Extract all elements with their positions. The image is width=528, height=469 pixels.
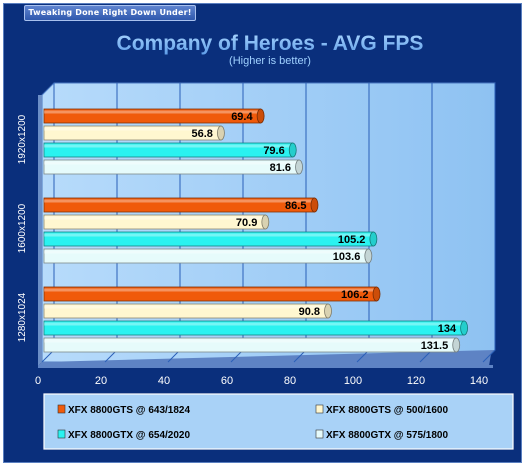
bar-highlight (44, 305, 329, 309)
bar-cap (460, 320, 469, 336)
bar-highlight (44, 161, 300, 165)
bar-highlight (44, 322, 465, 326)
bar-highlight (44, 216, 266, 220)
category-label: 1600x1200 (17, 203, 28, 253)
value-label: 105.2 (338, 234, 366, 246)
bar-highlight (44, 339, 457, 343)
value-label: 56.8 (191, 128, 212, 140)
bar-cap (310, 197, 319, 213)
bar-cap (261, 214, 270, 230)
value-label: 81.6 (270, 162, 291, 174)
x-tick-label: 80 (284, 375, 296, 387)
legend-swatch (57, 429, 66, 439)
legend-swatch (57, 404, 66, 414)
x-tick-label: 40 (158, 375, 170, 387)
value-label: 86.5 (285, 200, 306, 212)
value-label: 134 (438, 323, 457, 335)
bar-highlight (44, 233, 374, 237)
value-label: 70.9 (236, 217, 257, 229)
bar-cap (452, 337, 461, 353)
bar-cap (295, 159, 303, 175)
legend-item-label: XFX 8800GTX @ 575/1800 (326, 430, 448, 441)
value-label: 69.4 (231, 111, 253, 123)
x-tick-label: 20 (95, 375, 107, 387)
site-banner: Tweaking Done Right Down Under! (24, 5, 196, 21)
plot-floor (38, 350, 495, 366)
value-labels: 69.4 56.8 79.6 81.6 86.5 70.9 105.2 103.6 106.2 9… (191, 111, 456, 352)
legend-swatch (315, 429, 324, 439)
bar-cap (364, 248, 373, 264)
legend-item-label: XFX 8800GTS @ 500/1600 (326, 405, 448, 416)
x-tick-label: 120 (407, 375, 425, 387)
bars-group (43, 108, 469, 353)
value-label: 106.2 (341, 289, 369, 301)
chart-subtitle: (Higher is better) (229, 55, 311, 67)
value-label: 103.6 (333, 251, 361, 263)
bar-highlight (44, 110, 261, 114)
category-label: 1920x1200 (17, 114, 28, 164)
category-label: 1280x1024 (17, 292, 28, 342)
bar-highlight (44, 144, 293, 148)
bar-highlight (44, 250, 369, 254)
x-tick-label: 100 (344, 375, 362, 387)
bar-highlight (44, 127, 221, 131)
bar-cap (369, 231, 378, 247)
bar-highlight (44, 288, 377, 292)
bar-cap (256, 108, 265, 124)
legend-swatch (315, 404, 324, 414)
chart-title: Company of Heroes - AVG FPS (117, 32, 424, 55)
bar-highlight (44, 199, 315, 203)
plot-floor-edge (38, 365, 493, 368)
x-tick-label: 60 (221, 375, 233, 387)
plot-side-wall (38, 95, 42, 366)
value-label: 79.6 (263, 145, 284, 157)
x-tick-label: 140 (470, 375, 488, 387)
value-label: 90.8 (299, 306, 320, 318)
value-label: 131.5 (421, 340, 449, 352)
gridline-depth (482, 349, 496, 363)
bar-cap (288, 142, 297, 158)
legend-item-label: XFX 8800GTS @ 643/1824 (68, 405, 190, 416)
legend: XFX 8800GTS @ 643/1824 XFX 8800GTS @ 500/… (43, 393, 514, 450)
legend-item-label: XFX 8800GTX @ 654/2020 (68, 430, 190, 441)
bar-cap (372, 286, 381, 302)
category-labels: 1920x1200 1600x1200 1280x1024 (17, 114, 28, 342)
bar-cap (217, 125, 225, 141)
x-tick-label: 0 (35, 375, 41, 387)
legend-box (43, 393, 514, 450)
x-axis-ticks: 0 20 40 60 80 100 120 140 (35, 375, 488, 387)
bar-cap (324, 303, 332, 319)
